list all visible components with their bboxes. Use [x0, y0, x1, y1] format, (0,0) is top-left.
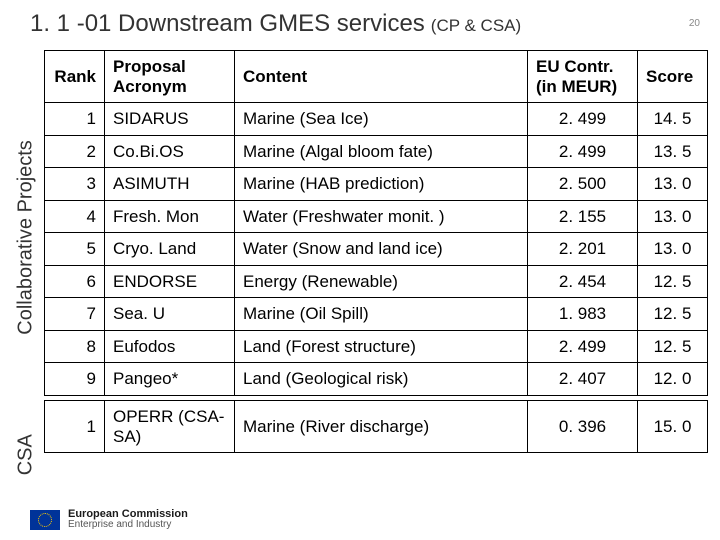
- content-area: Collaborative Projects CSA Rank Proposal…: [8, 50, 708, 480]
- cell-content: Land (Geological risk): [235, 363, 528, 396]
- cell-rank: 1: [45, 401, 105, 453]
- cell-content: Land (Forest structure): [235, 330, 528, 363]
- collab-table: Rank Proposal Acronym Content EU Contr. …: [44, 50, 708, 396]
- cell-eu: 1. 983: [528, 298, 638, 331]
- header-content: Content: [235, 51, 528, 103]
- table-row: 5Cryo. LandWater (Snow and land ice)2. 2…: [45, 233, 708, 266]
- footer: European Commission Enterprise and Indus…: [30, 509, 188, 530]
- cell-rank: 2: [45, 135, 105, 168]
- cell-rank: 8: [45, 330, 105, 363]
- cell-eu: 2. 499: [528, 103, 638, 136]
- cell-acronym: ENDORSE: [105, 265, 235, 298]
- cell-acronym: Fresh. Mon: [105, 200, 235, 233]
- cell-eu: 2. 500: [528, 168, 638, 201]
- header-rank: Rank: [45, 51, 105, 103]
- cell-content: Marine (Sea Ice): [235, 103, 528, 136]
- cell-acronym: Co.Bi.OS: [105, 135, 235, 168]
- cell-rank: 1: [45, 103, 105, 136]
- eu-flag-icon: [30, 510, 60, 530]
- header-score: Score: [638, 51, 708, 103]
- table-row: 1OPERR (CSA-SA)Marine (River discharge)0…: [45, 401, 708, 453]
- page-number: 20: [689, 18, 700, 29]
- header-acronym: Proposal Acronym: [105, 51, 235, 103]
- eu-stars-icon: [38, 513, 52, 527]
- cell-score: 12. 5: [638, 298, 708, 331]
- table-row: 2Co.Bi.OSMarine (Algal bloom fate)2. 499…: [45, 135, 708, 168]
- cell-content: Energy (Renewable): [235, 265, 528, 298]
- cell-eu: 2. 201: [528, 233, 638, 266]
- table-row: 9Pangeo*Land (Geological risk)2. 40712. …: [45, 363, 708, 396]
- cell-eu: 0. 396: [528, 401, 638, 453]
- cell-acronym: ASIMUTH: [105, 168, 235, 201]
- slide-title: 1. 1 -01 Downstream GMES services: [30, 10, 425, 38]
- cell-rank: 3: [45, 168, 105, 201]
- cell-eu: 2. 155: [528, 200, 638, 233]
- cell-acronym: Cryo. Land: [105, 233, 235, 266]
- cell-content: Water (Snow and land ice): [235, 233, 528, 266]
- table-row: 8EufodosLand (Forest structure)2. 49912.…: [45, 330, 708, 363]
- cell-eu: 2. 454: [528, 265, 638, 298]
- cell-acronym: Pangeo*: [105, 363, 235, 396]
- cell-score: 13. 0: [638, 233, 708, 266]
- table-row: 1SIDARUSMarine (Sea Ice)2. 49914. 5: [45, 103, 708, 136]
- cell-content: Marine (HAB prediction): [235, 168, 528, 201]
- cell-eu: 2. 499: [528, 135, 638, 168]
- side-label-collaborative: Collaborative Projects: [8, 50, 44, 425]
- csa-table: 1OPERR (CSA-SA)Marine (River discharge)0…: [44, 400, 708, 453]
- tables-container: Rank Proposal Acronym Content EU Contr. …: [44, 50, 708, 480]
- cell-score: 12. 5: [638, 330, 708, 363]
- cell-rank: 4: [45, 200, 105, 233]
- cell-score: 13. 5: [638, 135, 708, 168]
- cell-content: Marine (Algal bloom fate): [235, 135, 528, 168]
- cell-rank: 6: [45, 265, 105, 298]
- side-labels: Collaborative Projects CSA: [8, 50, 44, 480]
- table-row: 3ASIMUTHMarine (HAB prediction)2. 50013.…: [45, 168, 708, 201]
- cell-score: 15. 0: [638, 401, 708, 453]
- cell-score: 12. 0: [638, 363, 708, 396]
- slide-subtitle: (CP & CSA): [431, 16, 521, 36]
- cell-score: 14. 5: [638, 103, 708, 136]
- cell-rank: 5: [45, 233, 105, 266]
- title-row: 1. 1 -01 Downstream GMES services (CP & …: [0, 10, 720, 38]
- footer-line2: Enterprise and Industry: [68, 520, 188, 530]
- cell-score: 13. 0: [638, 168, 708, 201]
- cell-rank: 7: [45, 298, 105, 331]
- cell-acronym: SIDARUS: [105, 103, 235, 136]
- cell-content: Marine (River discharge): [235, 401, 528, 453]
- table-row: 7Sea. UMarine (Oil Spill)1. 98312. 5: [45, 298, 708, 331]
- header-row: Rank Proposal Acronym Content EU Contr. …: [45, 51, 708, 103]
- side-label-csa: CSA: [8, 429, 44, 480]
- slide: 1. 1 -01 Downstream GMES services (CP & …: [0, 0, 720, 540]
- cell-acronym: Eufodos: [105, 330, 235, 363]
- cell-score: 13. 0: [638, 200, 708, 233]
- cell-eu: 2. 499: [528, 330, 638, 363]
- cell-acronym: OPERR (CSA-SA): [105, 401, 235, 453]
- footer-text: European Commission Enterprise and Indus…: [68, 509, 188, 530]
- cell-rank: 9: [45, 363, 105, 396]
- table-row: 6ENDORSEEnergy (Renewable)2. 45412. 5: [45, 265, 708, 298]
- table-row: 4Fresh. MonWater (Freshwater monit. )2. …: [45, 200, 708, 233]
- cell-acronym: Sea. U: [105, 298, 235, 331]
- header-eu: EU Contr. (in MEUR): [528, 51, 638, 103]
- cell-eu: 2. 407: [528, 363, 638, 396]
- cell-content: Marine (Oil Spill): [235, 298, 528, 331]
- cell-score: 12. 5: [638, 265, 708, 298]
- cell-content: Water (Freshwater monit. ): [235, 200, 528, 233]
